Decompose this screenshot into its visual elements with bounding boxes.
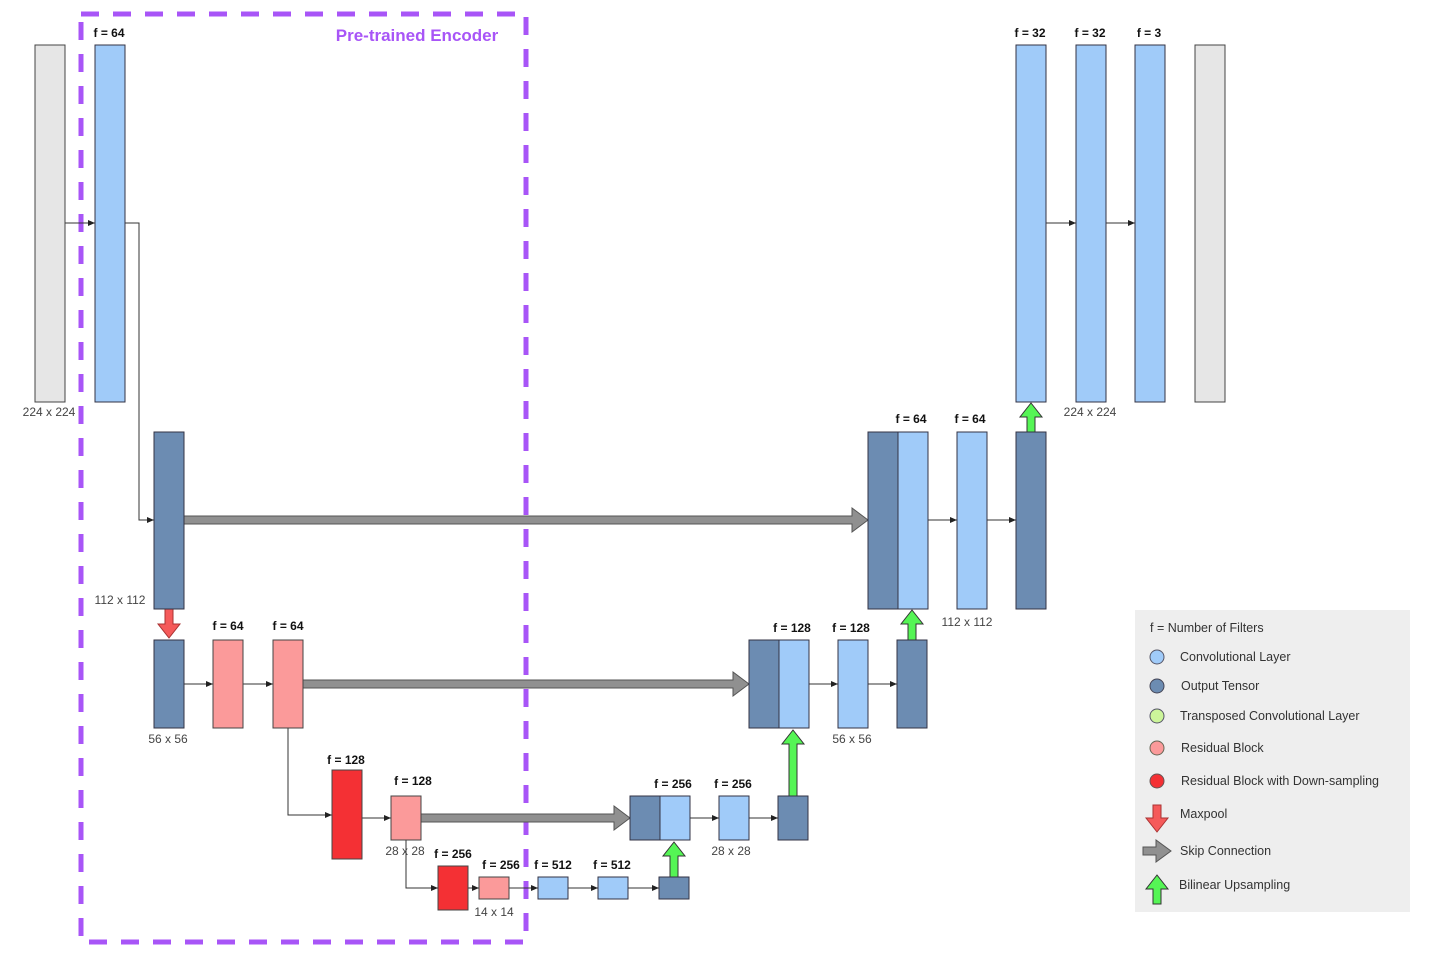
dim-label: 14 x 14	[474, 905, 514, 919]
dec-concat-112	[867, 431, 899, 610]
dim-label: 112 x 112	[95, 593, 146, 607]
dec-output-28	[777, 795, 809, 841]
filter-labels: f = 64 f = 64 f = 64 f = 128 f = 128 f =…	[93, 26, 1161, 872]
legend-label: Residual Block with Down-sampling	[1181, 774, 1379, 788]
input-image	[34, 44, 66, 403]
legend-label: Skip Connection	[1180, 844, 1271, 858]
enc-resdown-128	[331, 769, 363, 860]
bottleneck-conv-512-b	[597, 876, 629, 900]
upsample-arrow-28	[780, 729, 806, 797]
upsample-arrow-112	[1018, 402, 1044, 433]
enc-res-64-a	[212, 639, 244, 729]
filter-label: f = 64	[954, 412, 985, 426]
dec-conv-256-a	[659, 795, 691, 841]
skip-arrow-56	[302, 671, 750, 697]
filter-label: f = 512	[593, 858, 631, 872]
upsample-arrow-56	[899, 609, 925, 641]
legend: f = Number of Filters Convolutional Laye…	[1135, 610, 1410, 912]
dec-output-112	[1015, 431, 1047, 610]
dim-label: 56 x 56	[148, 732, 188, 746]
dim-label: 112 x 112	[942, 615, 993, 629]
legend-label: Maxpool	[1180, 807, 1227, 821]
dim-label: 28 x 28	[385, 844, 425, 858]
dec-conv-64-b	[956, 431, 988, 610]
filter-label: f = 128	[773, 621, 811, 635]
enc-conv-64	[94, 44, 126, 403]
dec-conv-256-b	[718, 795, 750, 841]
legend-filters-note: f = Number of Filters	[1150, 621, 1264, 635]
dec-concat-56	[748, 639, 780, 729]
legend-label: Transposed Convolutional Layer	[1180, 709, 1360, 723]
dec-conv-64-a	[897, 431, 929, 610]
enc-output-112	[153, 431, 185, 610]
enc-res-64-b	[272, 639, 304, 729]
output-image	[1194, 44, 1226, 403]
dec-concat-28	[629, 795, 661, 841]
dec-conv-32-a	[1015, 44, 1047, 403]
dim-label: 224 x 224	[23, 405, 76, 419]
filter-label: f = 64	[93, 26, 124, 40]
dim-label: 56 x 56	[832, 732, 872, 746]
filter-label: f = 128	[394, 774, 432, 788]
legend-label: Convolutional Layer	[1180, 650, 1291, 664]
legend-box	[1135, 610, 1410, 912]
bottleneck-output	[658, 876, 690, 900]
encoder-title: Pre-trained Encoder	[336, 26, 499, 45]
legend-residual-icon	[1149, 740, 1165, 756]
filter-label: f = 256	[434, 847, 472, 861]
enc-res-128	[390, 795, 422, 841]
enc-output-56	[153, 639, 185, 729]
encoder-border	[78, 11, 529, 945]
legend-residual-down-icon	[1149, 773, 1165, 789]
legend-label: Output Tensor	[1181, 679, 1259, 693]
filter-label: f = 128	[327, 753, 365, 767]
filter-label: f = 256	[482, 858, 520, 872]
skip-arrow-28	[420, 805, 631, 831]
skip-connections	[183, 507, 869, 831]
filter-label: f = 64	[272, 619, 303, 633]
filter-label: f = 128	[832, 621, 870, 635]
filter-label: f = 64	[895, 412, 926, 426]
enc-res-256	[478, 876, 510, 900]
filter-label: f = 512	[534, 858, 572, 872]
enc-resdown-256	[437, 865, 469, 911]
legend-maxpool-icon	[1144, 804, 1170, 833]
legend-skip-icon	[1142, 839, 1172, 863]
filter-label: f = 32	[1014, 26, 1045, 40]
legend-label: Bilinear Upsampling	[1179, 878, 1290, 892]
legend-output-icon	[1149, 678, 1165, 694]
dec-conv-128-b	[837, 639, 869, 729]
legend-transposed-icon	[1149, 708, 1165, 724]
skip-arrow-112	[183, 507, 869, 533]
filter-label: f = 256	[654, 777, 692, 791]
dim-label: 28 x 28	[711, 844, 751, 858]
maxpool-arrow	[156, 608, 182, 639]
dec-conv-32-b	[1075, 44, 1107, 403]
legend-conv-icon	[1149, 649, 1165, 665]
dec-conv-3	[1134, 44, 1166, 403]
legend-upsampling-icon	[1144, 874, 1170, 905]
connectors	[65, 220, 1135, 891]
dec-output-56	[896, 639, 928, 729]
upsampling-arrows	[661, 402, 1044, 878]
bottleneck-conv-512-a	[537, 876, 569, 900]
dim-label: 224 x 224	[1064, 405, 1117, 419]
filter-label: f = 256	[714, 777, 752, 791]
filter-label: f = 32	[1074, 26, 1105, 40]
filter-label: f = 64	[212, 619, 243, 633]
legend-label: Residual Block	[1181, 741, 1264, 755]
dec-conv-128-a	[778, 639, 810, 729]
dimension-labels: 224 x 224 112 x 112 56 x 56 28 x 28 14 x…	[23, 405, 1117, 919]
filter-label: f = 3	[1137, 26, 1162, 40]
upsample-arrow-14	[661, 841, 687, 878]
